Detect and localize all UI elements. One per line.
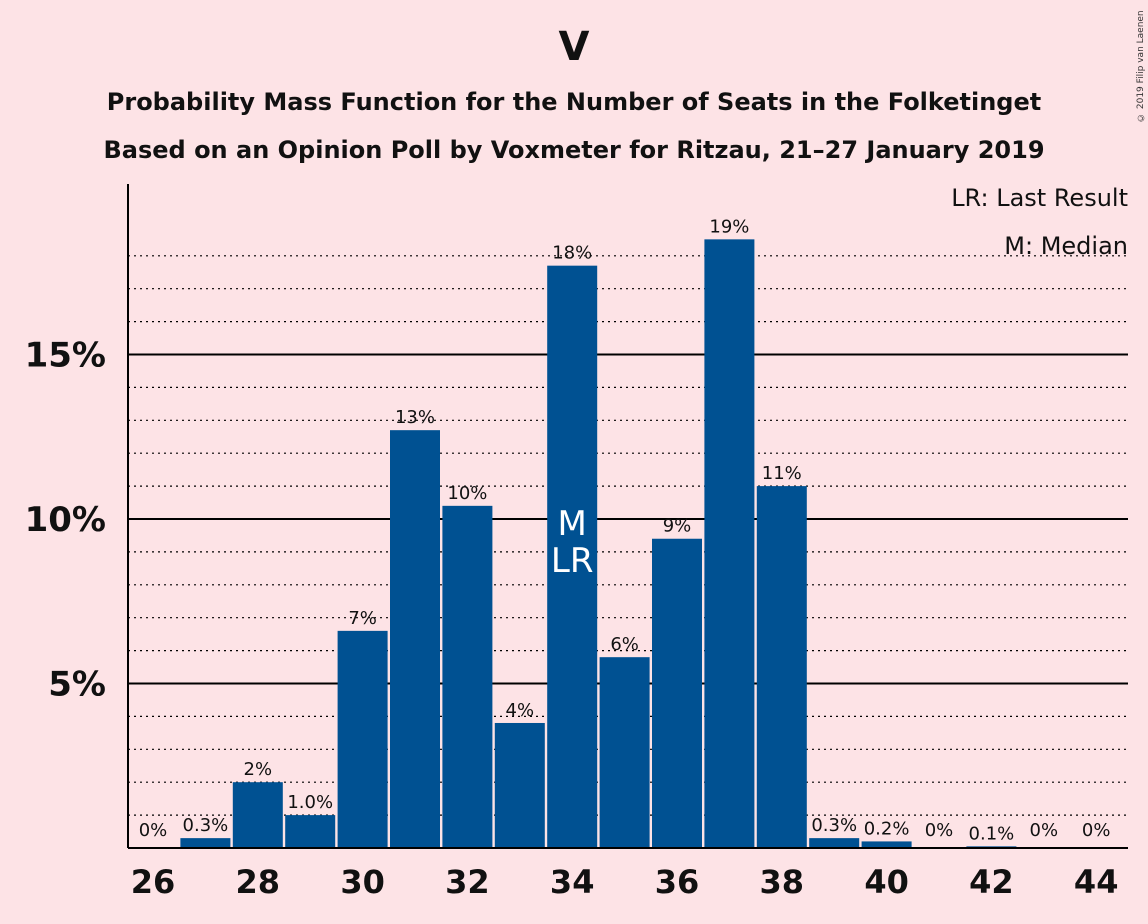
last-result-marker: LR (551, 541, 594, 581)
value-label-seat-34: 18% (552, 243, 592, 264)
x-tick-label: 40 (864, 863, 909, 901)
value-label-seat-42: 0.1% (969, 823, 1015, 844)
axes: 5% 10% 15% 26 28 30 32 34 36 38 40 42 44 (25, 184, 1128, 901)
value-label-seat-30: 7% (348, 608, 377, 629)
bar-seat-28 (232, 782, 283, 848)
bar-seat-29 (285, 815, 336, 848)
value-label-seat-38: 11% (762, 463, 802, 484)
value-label-seat-44: 0% (1082, 820, 1111, 841)
x-tick-label: 28 (236, 863, 281, 901)
bar-seat-36 (652, 538, 702, 848)
bar-seat-39 (809, 838, 860, 848)
bars (180, 239, 1017, 849)
chart-subtitle-2: Based on an Opinion Poll by Voxmeter for… (103, 136, 1045, 164)
value-label-seat-37: 19% (709, 216, 749, 237)
y-tick-label: 5% (48, 665, 106, 705)
x-tick-label: 32 (445, 863, 490, 901)
x-tick-label: 36 (655, 863, 700, 901)
bar-seat-38 (756, 486, 807, 848)
x-tick-label: 26 (131, 863, 176, 901)
x-tick-label: 34 (550, 863, 595, 901)
value-label-seat-36: 9% (663, 516, 692, 537)
value-label-seat-28: 2% (244, 759, 273, 780)
bar-seat-30 (337, 630, 388, 848)
bar-seat-35 (599, 657, 650, 848)
value-label-seat-43: 0% (1030, 820, 1059, 841)
value-label-seat-33: 4% (506, 700, 535, 721)
value-label-seat-32: 10% (447, 483, 487, 504)
value-label-seat-29: 1.0% (287, 792, 333, 813)
median-marker: M (558, 504, 587, 544)
bar-seat-37 (704, 239, 755, 849)
value-label-seat-39: 0.3% (811, 815, 857, 836)
y-tick-label: 10% (25, 500, 106, 540)
bar-seat-34 (547, 265, 598, 848)
x-tick-label: 44 (1074, 863, 1119, 901)
x-tick-label: 38 (760, 863, 805, 901)
value-label-seat-27: 0.3% (183, 815, 229, 836)
bar-seat-31 (390, 430, 440, 848)
x-tick-label: 30 (340, 863, 385, 901)
bar-seat-33 (494, 722, 545, 848)
bar-seat-40 (861, 841, 912, 848)
chart-subtitle-1: Probability Mass Function for the Number… (106, 88, 1042, 116)
bar-seat-27 (180, 838, 231, 848)
value-labels: 0% 0.3% 2% 1.0% 7% 13% 10% 4% 18% 6% 9% 19% 11% 0.3% 0… (139, 216, 1111, 844)
value-label-seat-35: 6% (610, 634, 639, 655)
bar-seat-32 (442, 505, 493, 848)
value-label-seat-31: 13% (395, 407, 435, 428)
value-label-seat-40: 0.2% (864, 818, 910, 839)
x-tick-label: 42 (969, 863, 1014, 901)
chart-title: V (558, 24, 590, 70)
legend-median: M: Median (1004, 232, 1128, 260)
value-label-seat-41: 0% (925, 820, 954, 841)
y-tick-label: 15% (25, 336, 106, 376)
legend-last-result: LR: Last Result (951, 184, 1128, 212)
value-label-seat-26: 0% (139, 820, 168, 841)
